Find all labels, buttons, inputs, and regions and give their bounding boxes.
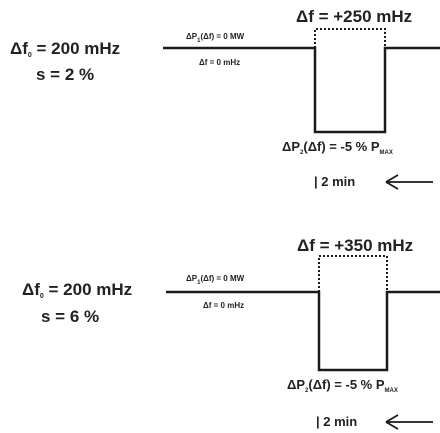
nominal-deadband-label: Δf0 = 200 mHz — [22, 280, 133, 300]
droop-label: s = 2 % — [36, 65, 95, 84]
power-step-trace — [166, 290, 440, 372]
panel-s-6-percent: Δf0 = 200 mHz s = 6 % ΔP1(Δf) = 0 MW Δf … — [0, 232, 440, 433]
frequency-step-dotted-outline — [318, 255, 388, 292]
frequency-step-label: Δf = +250 mHz — [296, 7, 413, 26]
power-response-label: ΔP2(Δf) = -5 % PMAX — [282, 139, 393, 156]
frequency-deviation-zero-label: Δf = 0 mHz — [199, 58, 241, 67]
frequency-deviation-zero-label: Δf = 0 mHz — [203, 301, 245, 310]
panel-1-waveform — [163, 28, 440, 190]
duration-label: | 2 min — [314, 174, 356, 189]
power-deviation-zero-label: ΔP1(Δf) = 0 MW — [186, 274, 245, 287]
power-step-trace — [163, 46, 440, 134]
panel-s-2-percent: Δf0 = 200 mHz s = 2 % ΔP1(Δf) = 0 MW Δf … — [0, 0, 440, 210]
nominal-deadband-label: Δf0 = 200 mHz — [10, 39, 121, 59]
droop-label: s = 6 % — [41, 307, 100, 326]
frequency-step-label: Δf = +350 mHz — [297, 236, 414, 255]
duration-arrow — [385, 174, 433, 190]
panel-2-waveform — [166, 255, 440, 430]
frequency-step-dotted-outline — [314, 28, 386, 48]
power-deviation-zero-label: ΔP1(Δf) = 0 MW — [186, 32, 245, 45]
duration-arrow — [385, 414, 433, 430]
duration-label: | 2 min — [316, 414, 358, 429]
power-response-label: ΔP2(Δf) = -5 % PMAX — [287, 377, 398, 394]
